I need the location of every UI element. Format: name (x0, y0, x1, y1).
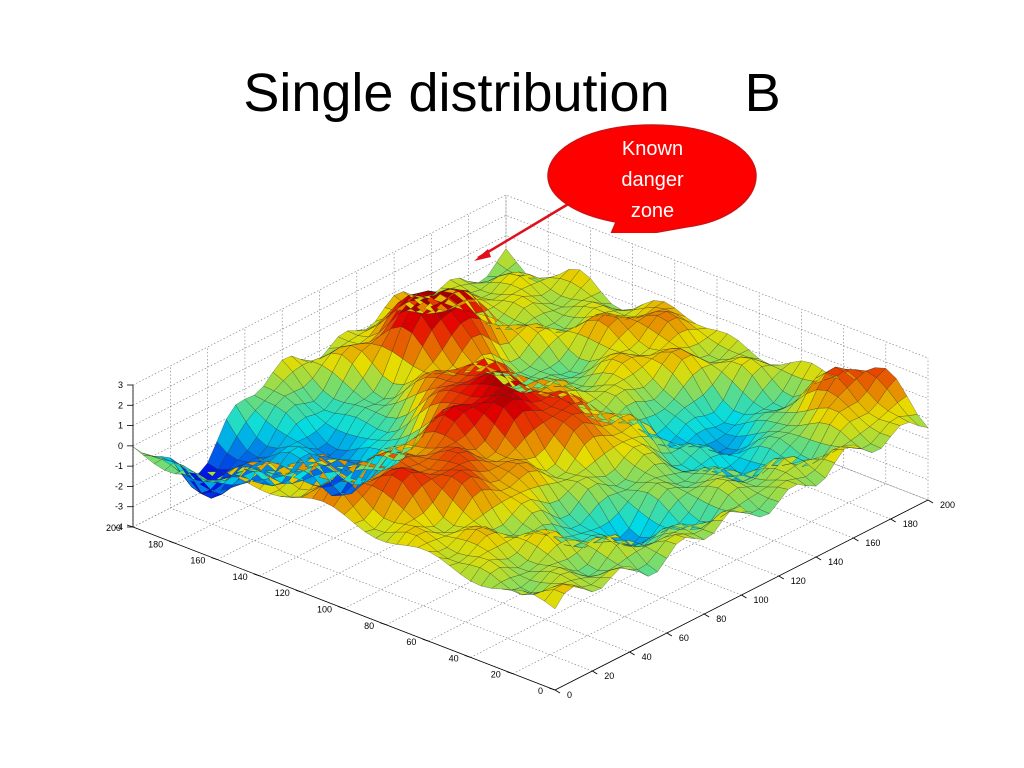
z-tick-label: 1 (118, 421, 123, 431)
callout-arrow (477, 201, 571, 260)
y-tick-label: 60 (406, 637, 416, 647)
x-tick-label: 120 (791, 576, 806, 586)
x-tick-label: 80 (716, 614, 726, 624)
y-tick-label: 80 (364, 621, 374, 631)
x-tick-label: 160 (865, 538, 880, 548)
slide-title: Single distribution B (243, 63, 781, 123)
callout-line-1: Known (621, 138, 684, 160)
y-tick-label: 180 (148, 539, 163, 549)
z-tick-label: -3 (115, 502, 123, 512)
y-tick-label: 40 (449, 653, 459, 663)
callout-bubble-shape (547, 124, 757, 233)
x-tick-label: 140 (828, 557, 843, 567)
y-tick-label: 200 (106, 523, 121, 533)
x-tick-label: 100 (754, 595, 769, 605)
z-tick-label: -2 (115, 481, 123, 491)
x-tick-label: 60 (679, 633, 689, 643)
z-tick-label: 0 (118, 441, 123, 451)
callout-bubble (547, 124, 757, 233)
z-tick-label: 3 (118, 380, 123, 390)
y-tick-label: 160 (190, 556, 205, 566)
y-tick-label: 0 (538, 686, 543, 696)
x-tick-label: 180 (903, 519, 918, 529)
callout-arrowhead-icon (474, 249, 491, 261)
callout-line-2: danger (621, 169, 684, 191)
x-tick-label: 40 (642, 652, 652, 662)
z-tick-label: -1 (115, 461, 123, 471)
x-tick-label: 0 (567, 690, 572, 700)
x-tick-label: 200 (940, 500, 955, 510)
z-tick-label: -4 (115, 522, 123, 532)
x-tick-label: 20 (604, 671, 614, 681)
callout-label: Known danger zone (565, 134, 740, 227)
y-tick-label: 120 (275, 588, 290, 598)
y-tick-label: 140 (233, 572, 248, 582)
z-tick-label: 2 (118, 400, 123, 410)
y-tick-label: 100 (317, 605, 332, 615)
callout-line-3: zone (630, 200, 675, 222)
surface-mesh (132, 248, 929, 610)
y-tick-label: 20 (491, 670, 501, 680)
axes-ticks: 0204060801001201401601802000204060801001… (106, 380, 955, 700)
